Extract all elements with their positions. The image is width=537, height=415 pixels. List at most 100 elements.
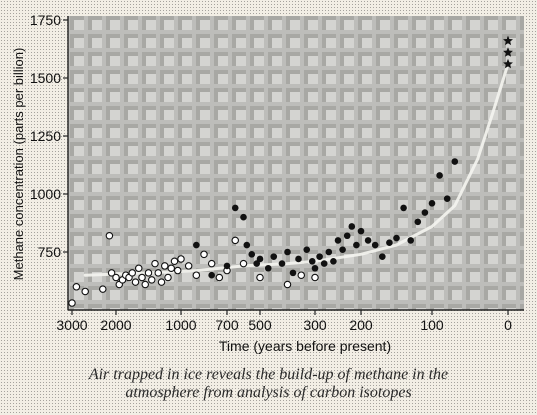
filled-circle-point <box>308 257 316 265</box>
filled-circle-point <box>193 241 200 249</box>
figure-caption: Air trapped in ice reveals the build-up … <box>0 366 537 402</box>
filled-circle-point <box>339 246 346 253</box>
filled-circle-point <box>343 232 351 240</box>
open-circle-point <box>99 285 107 293</box>
open-circle-point <box>81 287 89 296</box>
filled-circle-point <box>278 260 286 267</box>
open-circle-point <box>154 269 163 277</box>
open-circle-point <box>164 273 172 282</box>
filled-circle-point <box>451 158 459 165</box>
open-circle-point <box>184 262 193 270</box>
open-circle-point <box>107 269 116 277</box>
open-circle-point <box>151 259 159 268</box>
open-circle-point <box>297 271 305 279</box>
open-circle-point <box>144 269 153 277</box>
filled-circle-point <box>400 204 407 212</box>
filled-circle-point <box>325 248 333 256</box>
x-tick-label: 300 <box>303 317 327 333</box>
open-circle-point <box>256 273 264 282</box>
open-circle-point <box>170 257 179 266</box>
x-ticks: 3000 2000 1000 700 500 300 200 100 0 <box>56 310 512 333</box>
open-circle-point <box>72 283 81 291</box>
filled-circle-point <box>348 223 356 230</box>
filled-circle-point <box>240 213 247 221</box>
x-tick-label: 0 <box>504 317 512 333</box>
open-circle-point <box>141 280 150 289</box>
trend-curve <box>83 62 510 277</box>
open-circle-point <box>283 280 292 289</box>
open-circle-point <box>148 276 156 284</box>
y-tick-label: 750 <box>38 244 62 260</box>
x-tick-label: 2000 <box>100 317 131 333</box>
filled-circle-point <box>316 253 323 260</box>
open-circle-point <box>215 273 224 282</box>
axes <box>67 16 524 311</box>
filled-circle-point <box>289 269 297 277</box>
y-tick-label: 1500 <box>30 70 61 86</box>
x-axis-label: Time (years before present) <box>219 338 391 354</box>
filled-circle-point <box>270 253 278 260</box>
x-tick-label: 700 <box>215 317 239 333</box>
filled-circle-point <box>371 241 379 249</box>
filled-circle-point <box>379 253 386 260</box>
filled-circle-point <box>320 260 328 267</box>
open-circle-point <box>192 271 201 279</box>
open-circle-point <box>68 299 76 307</box>
filled-circle-point <box>436 172 443 179</box>
filled-circle-point <box>428 199 436 207</box>
filled-circle-point <box>393 234 400 242</box>
filled-circle-point <box>248 251 256 258</box>
filled-circle-point <box>264 264 272 272</box>
star-point <box>503 58 513 69</box>
filled-circle-point <box>443 195 451 202</box>
y-tick-label: 1250 <box>30 128 61 144</box>
open-circle-point <box>157 278 166 286</box>
open-circle-point <box>161 262 169 270</box>
open-circle-point <box>177 255 185 263</box>
filled-circle-point <box>311 264 319 272</box>
filled-circle-point <box>223 262 231 270</box>
filled-circle-point <box>284 248 291 256</box>
open-circle-point <box>239 259 248 268</box>
open-circle-point <box>105 232 114 240</box>
filled-circle-point <box>421 209 429 216</box>
open-circle-point <box>128 269 137 277</box>
open-circle-point <box>207 259 216 268</box>
open-circle-point <box>135 264 143 272</box>
open-circle-point <box>200 250 208 259</box>
filled-circle-point <box>386 239 393 247</box>
filled-circle-point <box>357 227 365 235</box>
star-point <box>503 47 513 57</box>
caption-line-2: atmosphere from analysis of carbon isoto… <box>125 384 412 401</box>
filled-circle-point <box>295 255 302 263</box>
open-circle-point <box>167 264 176 272</box>
filled-circle-point <box>256 255 264 263</box>
filled-circle-point <box>243 241 251 249</box>
filled-circle-point <box>208 271 215 279</box>
trend-line <box>83 62 510 277</box>
x-tick-label: 100 <box>420 317 444 333</box>
y-axis-label: Methane concentration (parts per billion… <box>11 48 26 281</box>
x-tick-label: 1000 <box>165 317 196 333</box>
x-tick-label: 3000 <box>56 317 87 333</box>
x-tick-label: 200 <box>349 317 373 333</box>
open-circle-point <box>231 236 240 245</box>
data-points <box>68 35 513 307</box>
filled-circle-point <box>253 260 260 267</box>
open-circle-point <box>131 278 140 286</box>
y-tick-label: 1000 <box>30 186 61 202</box>
filled-circle-point <box>231 204 239 212</box>
caption-line-1: Air trapped in ice reveals the build-up … <box>88 366 449 383</box>
filled-circle-point <box>407 237 415 244</box>
x-tick-label: 500 <box>248 317 272 333</box>
filled-circle-point <box>334 237 342 244</box>
open-circle-point <box>112 273 120 282</box>
y-tick-label: 1750 <box>30 12 61 28</box>
filled-circle-point <box>330 257 337 265</box>
y-ticks: 750 1000 1250 1500 1750 <box>30 12 68 260</box>
open-circle-point <box>311 273 319 282</box>
open-circle-point <box>138 273 146 282</box>
star-point <box>503 35 513 46</box>
filled-circle-point <box>414 218 422 226</box>
